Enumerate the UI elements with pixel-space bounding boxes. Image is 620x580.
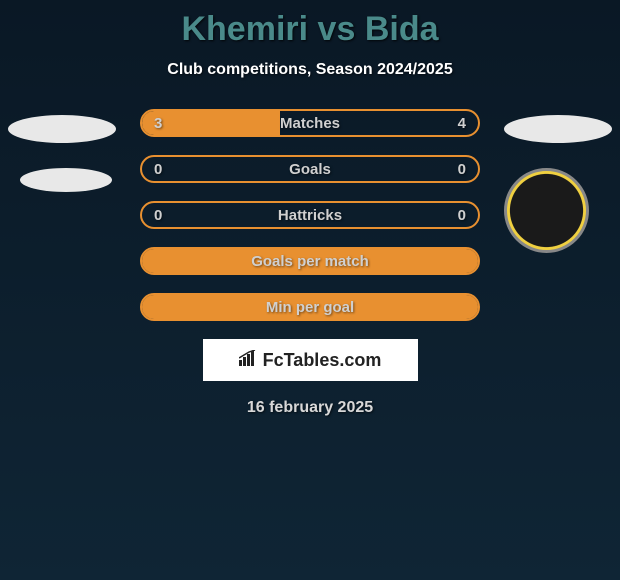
stat-label: Goals per match bbox=[251, 253, 369, 270]
logo-text: FcTables.com bbox=[239, 350, 382, 371]
player2-placeholder-1 bbox=[504, 115, 612, 143]
stat-bar-goals: 0 Goals 0 bbox=[140, 155, 480, 183]
logo-label: FcTables.com bbox=[263, 350, 382, 371]
club-badge-inner bbox=[523, 187, 571, 235]
vs-text: vs bbox=[318, 10, 356, 48]
stat-fill-left bbox=[142, 111, 280, 135]
comparison-title: Khemiri vs Bida bbox=[0, 0, 620, 49]
player1-name: Khemiri bbox=[181, 10, 308, 48]
stat-value-right: 0 bbox=[458, 161, 466, 178]
date-text: 16 february 2025 bbox=[0, 399, 620, 417]
subtitle: Club competitions, Season 2024/2025 bbox=[0, 61, 620, 79]
player1-placeholder-1 bbox=[8, 115, 116, 143]
stat-bar-hattricks: 0 Hattricks 0 bbox=[140, 201, 480, 229]
chart-icon bbox=[239, 350, 259, 371]
avatar-left bbox=[8, 115, 116, 217]
stat-value-left: 0 bbox=[154, 161, 162, 178]
player2-name: Bida bbox=[365, 10, 439, 48]
player1-placeholder-2 bbox=[20, 168, 112, 192]
stat-value-right: 0 bbox=[458, 207, 466, 224]
stat-label: Goals bbox=[289, 161, 331, 178]
logo-box[interactable]: FcTables.com bbox=[203, 339, 418, 381]
avatar-right bbox=[504, 115, 612, 253]
stat-label: Hattricks bbox=[278, 207, 342, 224]
stat-bar-matches: 3 Matches 4 bbox=[140, 109, 480, 137]
stat-label: Min per goal bbox=[266, 299, 354, 316]
stat-value-left: 0 bbox=[154, 207, 162, 224]
stat-label: Matches bbox=[280, 115, 340, 132]
stat-bar-goals-per-match: Goals per match bbox=[140, 247, 480, 275]
stat-value-left: 3 bbox=[154, 115, 162, 132]
club-badge-icon bbox=[504, 168, 589, 253]
stat-bar-min-per-goal: Min per goal bbox=[140, 293, 480, 321]
stat-value-right: 4 bbox=[458, 115, 466, 132]
